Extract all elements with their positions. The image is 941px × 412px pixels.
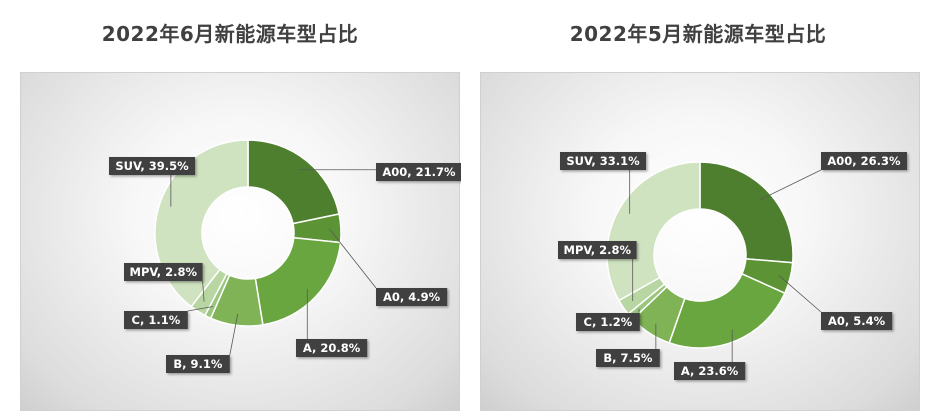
data-label-text: B, 7.5% xyxy=(603,351,653,365)
slice-a xyxy=(254,236,342,326)
slice-a00 xyxy=(247,139,340,225)
data-label-a: A, 20.8% xyxy=(296,339,368,357)
donut-chart-may: A00, 26.3% A0, 5.4% A, 23.6% B, 7.5% C, 1.2%… xyxy=(558,152,907,380)
data-label-box xyxy=(376,288,448,306)
data-label-a00: A00, 21.7% xyxy=(376,163,461,181)
data-label-box xyxy=(576,313,640,331)
data-label-text: C, 1.2% xyxy=(584,315,633,329)
data-label-box xyxy=(560,152,646,170)
leader-line-c xyxy=(187,306,213,312)
data-label-mpv: MPV, 2.8% xyxy=(558,241,637,259)
chart-title-may: 2022年5月新能源车型占比 xyxy=(569,22,827,46)
leader-line-a0 xyxy=(329,228,377,289)
data-label-box xyxy=(296,339,368,357)
slice-a xyxy=(668,272,786,349)
data-label-box xyxy=(166,355,230,373)
data-label-a0: A0, 4.9% xyxy=(376,288,448,306)
data-label-text: A00, 21.7% xyxy=(382,165,456,179)
leader-line-b xyxy=(229,313,239,356)
data-label-box xyxy=(376,163,461,181)
data-label-text: MPV, 2.8% xyxy=(130,265,198,279)
leader-line-mpv xyxy=(202,280,205,302)
data-label-mpv: MPV, 2.8% xyxy=(124,263,203,281)
data-label-text: SUV, 39.5% xyxy=(115,159,189,173)
data-label-a: A, 23.6% xyxy=(674,362,746,380)
data-label-text: A00, 26.3% xyxy=(827,154,901,168)
data-label-suv: SUV, 39.5% xyxy=(109,157,195,175)
data-label-a0: A0, 5.4% xyxy=(821,312,893,330)
data-label-box xyxy=(596,349,660,367)
data-label-text: B, 9.1% xyxy=(173,357,223,371)
data-label-box xyxy=(109,157,195,175)
donut-chart-june: A00, 21.7% A0, 4.9% A, 20.8% B, 9.1% C, 1.1%… xyxy=(109,139,461,373)
data-label-text: A0, 4.9% xyxy=(383,290,441,304)
leader-line-a00 xyxy=(759,169,822,201)
data-label-text: MPV, 2.8% xyxy=(564,243,632,257)
data-label-c: C, 1.2% xyxy=(576,313,640,331)
data-label-box xyxy=(124,311,188,329)
data-label-b: B, 7.5% xyxy=(596,349,660,367)
data-label-box xyxy=(821,152,907,170)
slice-a00 xyxy=(699,161,794,264)
data-label-text: A0, 5.4% xyxy=(828,314,886,328)
slice-suv xyxy=(606,161,701,302)
leader-line-a0 xyxy=(778,275,822,313)
data-label-b: B, 9.1% xyxy=(166,355,230,373)
data-label-suv: SUV, 33.1% xyxy=(560,152,646,170)
chart-panel-may: A00, 26.3% A0, 5.4% A, 23.6% B, 7.5% C, 1.2%… xyxy=(480,72,920,411)
data-label-c: C, 1.1% xyxy=(124,311,188,329)
data-label-text: A, 23.6% xyxy=(681,364,739,378)
data-label-text: SUV, 33.1% xyxy=(566,154,640,168)
data-label-text: C, 1.1% xyxy=(132,313,181,327)
chart-panel-june: A00, 21.7% A0, 4.9% A, 20.8% B, 9.1% C, 1.1%… xyxy=(20,72,461,411)
data-label-a00: A00, 26.3% xyxy=(821,152,907,170)
data-label-box xyxy=(124,263,203,281)
data-label-box xyxy=(674,362,746,380)
data-label-text: A, 20.8% xyxy=(303,341,361,355)
chart-title-june: 2022年6月新能源车型占比 xyxy=(101,22,359,46)
data-label-box xyxy=(821,312,893,330)
data-label-box xyxy=(558,241,637,259)
